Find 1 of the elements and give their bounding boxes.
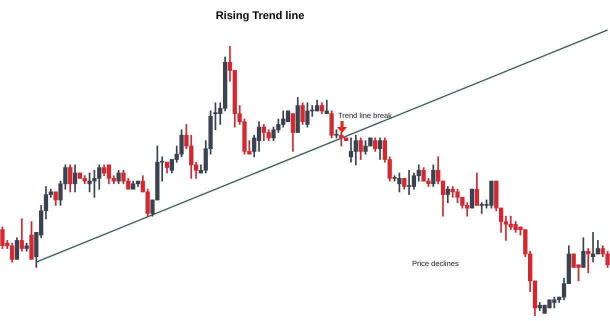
chart-title: Rising Trend line <box>216 10 304 22</box>
